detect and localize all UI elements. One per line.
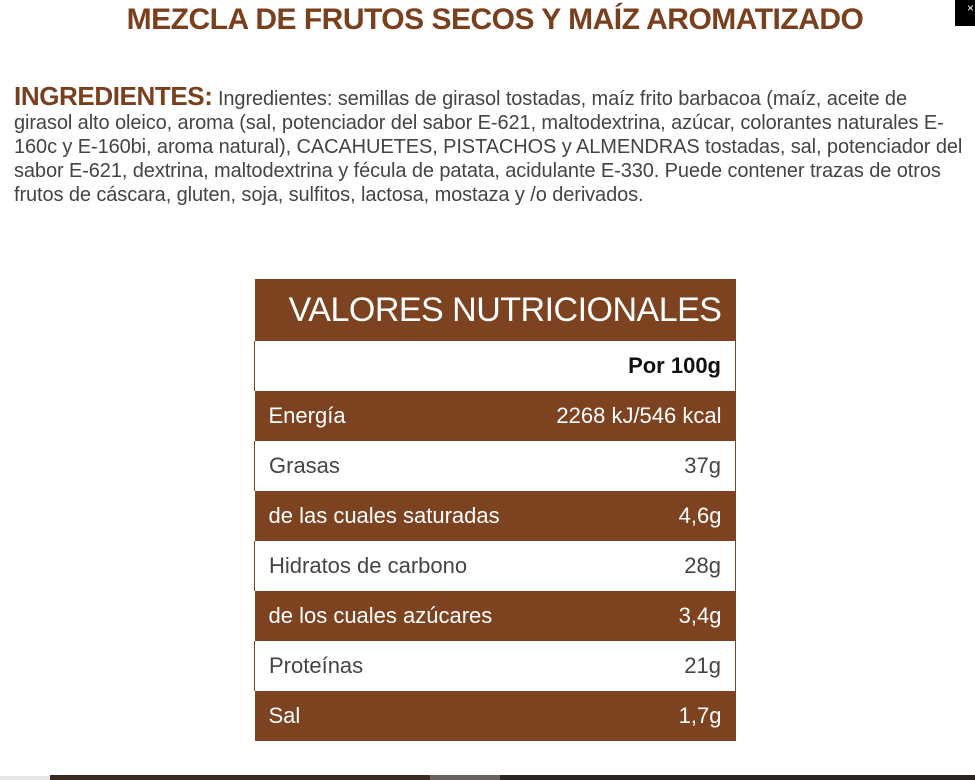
product-title: MEZCLA DE FRUTOS SECOS Y MAÍZ AROMATIZAD… <box>126 3 864 36</box>
ingredients-text: Ingredientes: semillas de girasol tostad… <box>14 88 963 206</box>
nutrient-label: Sal <box>254 691 531 741</box>
nutrient-value: 37g <box>530 441 737 491</box>
nutrition-table: VALORES NUTRICIONALES Por 100g Energía 2… <box>254 279 737 741</box>
nutrient-label: Hidratos de carbono <box>254 541 531 591</box>
nutrient-label: de los cuales azúcares <box>254 591 531 641</box>
table-row: Energía 2268 kJ/546 kcal <box>254 391 736 441</box>
background-page-strip <box>0 775 975 780</box>
table-row: de las cuales saturadas 4,6g <box>254 491 736 541</box>
table-row: Proteínas 21g <box>254 641 737 691</box>
nutrient-value: 28g <box>530 541 737 591</box>
nutrition-title: VALORES NUTRICIONALES <box>254 279 736 341</box>
close-icon: × <box>966 1 974 15</box>
strip-segment <box>500 775 975 780</box>
close-button[interactable]: × <box>955 0 975 26</box>
nutrient-value: 1,7g <box>530 691 736 741</box>
ingredients-heading: INGREDIENTES: <box>14 81 213 111</box>
nutrition-title-row: VALORES NUTRICIONALES <box>254 279 736 341</box>
strip-segment <box>0 776 50 780</box>
table-row: Grasas 37g <box>254 441 737 491</box>
nutrient-label: Grasas <box>254 441 531 491</box>
per-100g-header: Por 100g <box>254 341 736 391</box>
table-row: Sal 1,7g <box>254 691 736 741</box>
nutrient-label: Proteínas <box>254 641 531 691</box>
nutrient-value: 4,6g <box>530 491 736 541</box>
nutrient-value: 3,4g <box>530 591 736 641</box>
nutrition-header-row: Por 100g <box>254 341 736 391</box>
ingredients-section: INGREDIENTES: Ingredientes: semillas de … <box>14 81 969 207</box>
nutrient-value: 21g <box>530 641 737 691</box>
strip-segment <box>50 775 430 780</box>
nutrient-value: 2268 kJ/546 kcal <box>530 391 736 441</box>
table-row: de los cuales azúcares 3,4g <box>254 591 736 641</box>
nutrient-label: de las cuales saturadas <box>254 491 531 541</box>
table-row: Hidratos de carbono 28g <box>254 541 737 591</box>
nutrient-label: Energía <box>254 391 531 441</box>
strip-segment <box>430 775 500 780</box>
